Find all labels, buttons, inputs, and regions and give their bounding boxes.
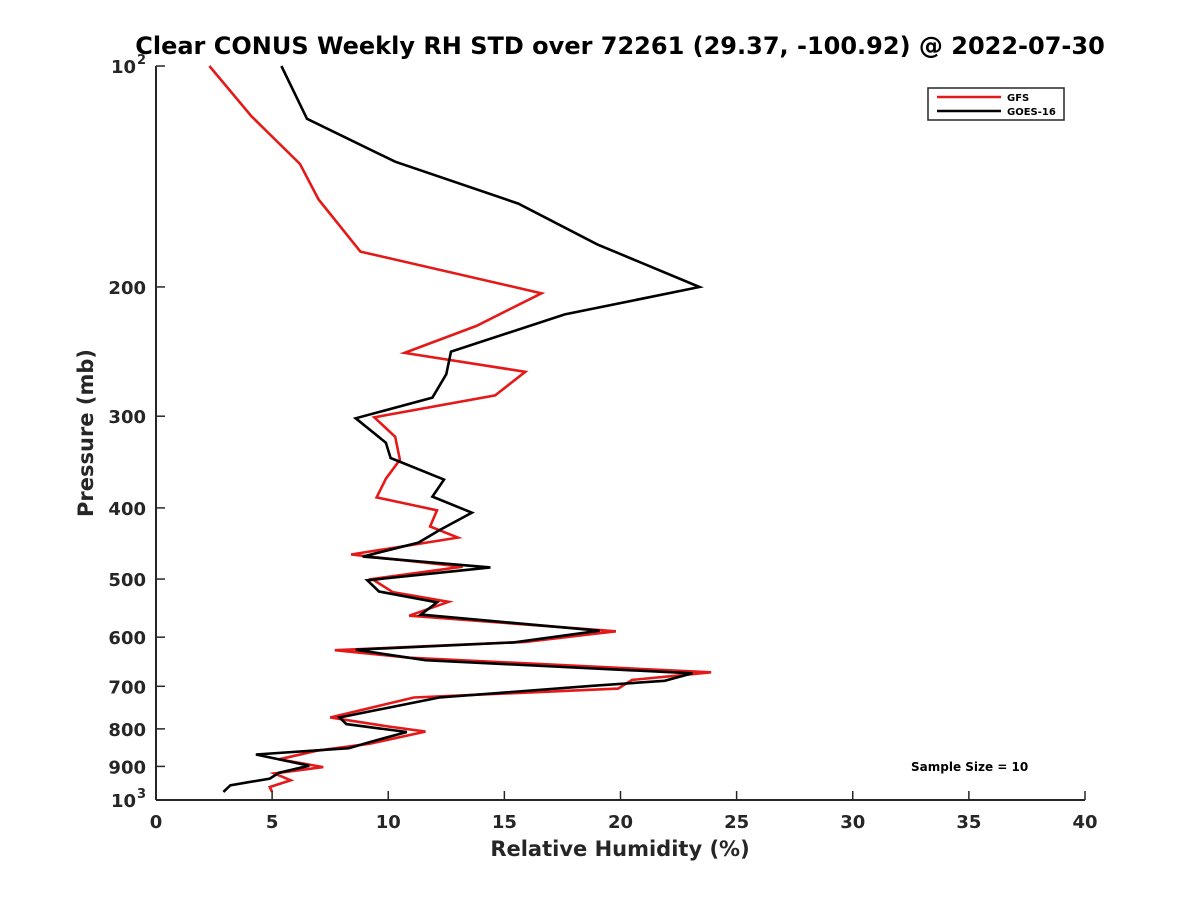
series-line-goes16	[222, 65, 704, 793]
y-tick-label: 300	[108, 407, 146, 428]
x-tick-label: 25	[724, 812, 749, 833]
y-tick-label: 200	[108, 278, 146, 299]
y-tick-label: 600	[108, 628, 146, 649]
y-tick-label: 400	[108, 499, 146, 520]
legend-label-gfs: GFS	[1007, 93, 1029, 104]
series-layer	[208, 65, 712, 793]
legend: GFS GOES-16	[927, 87, 1065, 121]
y-tick-label: 500	[108, 570, 146, 591]
x-tick-label: 10	[376, 812, 401, 833]
x-tick-label: 40	[1072, 812, 1097, 833]
x-tick-label: 15	[492, 812, 517, 833]
sample-size-annotation: Sample Size = 10	[911, 760, 1028, 774]
x-tick-label: 20	[608, 812, 633, 833]
y-tick-label: 900	[108, 757, 146, 778]
y-tick-label: 700	[108, 677, 146, 698]
x-axis-label: Relative Humidity (%)	[490, 837, 749, 861]
y-tick-exponent: 3	[137, 787, 146, 802]
x-tick-label: 0	[150, 812, 163, 833]
x-tick-label: 35	[956, 812, 981, 833]
y-tick-label: 10	[111, 57, 136, 78]
x-tick-label: 5	[266, 812, 279, 833]
legend-box	[927, 87, 1065, 121]
y-tick-label: 800	[108, 720, 146, 741]
legend-label-goes16: GOES-16	[1007, 107, 1056, 118]
y-tick-label: 10	[111, 791, 136, 812]
chart-title: Clear CONUS Weekly RH STD over 72261 (29…	[135, 32, 1105, 60]
x-tick-label: 30	[840, 812, 865, 833]
x-axis-ticks: 0 5 10 15 20 25 30 35 40	[150, 791, 1098, 833]
series-line-gfs	[208, 65, 712, 793]
plot-area	[155, 65, 1085, 801]
y-axis-label: Pressure (mb)	[74, 349, 98, 517]
y-tick-exponent: 2	[137, 53, 146, 68]
